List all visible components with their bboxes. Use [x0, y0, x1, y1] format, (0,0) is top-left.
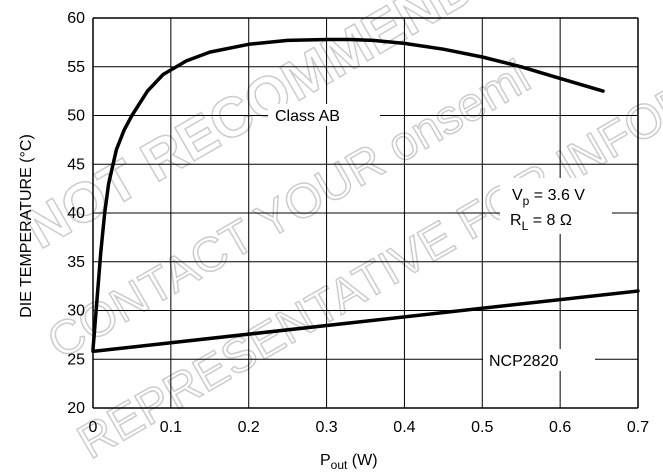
- series-line-ncp2820: [91, 289, 640, 354]
- y-tick-label: 40: [67, 205, 85, 222]
- x-tick-labels: 0 0.1 0.2 0.3 0.4 0.5 0.6 0.7: [89, 419, 650, 436]
- y-tick-label: 30: [67, 303, 85, 320]
- y-tick-label: 45: [67, 156, 85, 173]
- x-tick-label: 0.5: [471, 419, 493, 436]
- x-tick-label: 0.2: [238, 419, 260, 436]
- y-tick-label: 25: [67, 351, 85, 368]
- y-tick-label: 55: [67, 59, 85, 76]
- ncp2820-label: NCP2820: [489, 353, 558, 370]
- y-tick-label: 35: [67, 254, 85, 271]
- rl-condition: RL = 8 Ω: [510, 212, 572, 233]
- conditions-bg: [500, 178, 612, 234]
- y-tick-label: 20: [67, 400, 85, 417]
- ncp2820-label-bg: [483, 349, 595, 371]
- vp-condition: Vp = 3.6 V: [512, 187, 585, 208]
- watermark: NOT RECOMMENDED FOR NEW DESIGN CONTACT Y…: [14, 0, 663, 470]
- series-lines: [91, 37, 640, 354]
- y-axis-label: DIE TEMPERATURE (°C): [18, 134, 35, 318]
- y-tick-label: 50: [67, 108, 85, 125]
- x-axis-label: Pout (W): [320, 452, 378, 472]
- x-tick-label: 0.1: [160, 419, 182, 436]
- class-ab-label-bg: [268, 104, 380, 126]
- y-tick-label: 60: [67, 10, 85, 27]
- series-line-class-ab: [91, 37, 605, 352]
- x-tick-label: 0: [89, 419, 98, 436]
- x-tick-label: 0.6: [549, 419, 571, 436]
- x-tick-label: 0.4: [393, 419, 415, 436]
- x-tick-label: 0.3: [315, 419, 337, 436]
- y-tick-labels: 20 25 30 35 40 45 50 55 60: [67, 10, 85, 417]
- x-tick-label: 0.7: [627, 419, 649, 436]
- class-ab-label: Class AB: [275, 108, 340, 125]
